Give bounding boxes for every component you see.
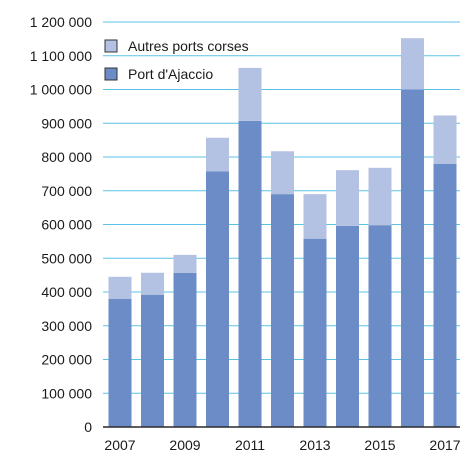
- bar-port-ajaccio-2011: [238, 120, 262, 427]
- bar-autres-ports-2009: [173, 254, 197, 273]
- legend-label: Autres ports corses: [128, 38, 249, 54]
- bar-autres-ports-2007: [108, 276, 132, 299]
- y-tick-label: 1 200 000: [30, 14, 92, 30]
- y-tick-label: 500 000: [41, 250, 92, 266]
- bar-port-ajaccio-2014: [336, 225, 359, 427]
- bar-autres-ports-2010: [206, 137, 229, 172]
- y-tick-label: 200 000: [41, 352, 92, 368]
- bars: [108, 38, 457, 427]
- bar-autres-ports-2015: [368, 167, 392, 226]
- bar-port-ajaccio-2013: [303, 238, 327, 427]
- y-tick-label: 100 000: [41, 385, 92, 401]
- y-axis-tick-labels: 0 100 000 200 000 300 000 400 000 500 000 600 …: [30, 14, 93, 435]
- y-tick-label: 400 000: [41, 284, 92, 300]
- legend-label: Port d'Ajaccio: [128, 66, 213, 82]
- bar-port-ajaccio-2007: [108, 298, 132, 427]
- bar-port-ajaccio-2015: [368, 225, 392, 427]
- x-tick-label: 2017: [429, 437, 460, 453]
- bar-autres-ports-2011: [238, 67, 262, 121]
- y-tick-label: 1 000 000: [30, 82, 92, 98]
- x-tick-label: 2015: [364, 437, 395, 453]
- bar-autres-ports-2017: [433, 115, 457, 164]
- y-tick-label: 1 100 000: [30, 48, 92, 64]
- bar-port-ajaccio-2017: [433, 163, 457, 427]
- y-tick-label: 800 000: [41, 149, 92, 165]
- bar-autres-ports-2016: [401, 38, 424, 90]
- bar-autres-ports-2013: [303, 194, 327, 239]
- y-tick-label: 700 000: [41, 183, 92, 199]
- x-axis-tick-labels: 2007 2009 2011 2013 2015 2017: [104, 437, 460, 453]
- bar-port-ajaccio-2010: [206, 171, 229, 427]
- x-tick-label: 2009: [169, 437, 200, 453]
- bar-autres-ports-2014: [336, 170, 359, 226]
- bar-autres-ports-2008: [141, 272, 164, 295]
- x-tick-label: 2007: [104, 437, 135, 453]
- y-tick-label: 300 000: [41, 318, 92, 334]
- bar-autres-ports-2012: [271, 151, 294, 195]
- y-tick-label: 600 000: [41, 217, 92, 233]
- legend-swatch: [104, 39, 118, 53]
- x-tick-label: 2011: [235, 437, 265, 453]
- y-tick-label: 0: [84, 419, 92, 435]
- bar-port-ajaccio-2012: [271, 194, 294, 427]
- bar-port-ajaccio-2009: [173, 272, 197, 427]
- legend-swatch: [104, 67, 118, 81]
- bar-port-ajaccio-2008: [141, 294, 164, 427]
- y-tick-label: 900 000: [41, 115, 92, 131]
- legend: Autres ports corses Port d'Ajaccio: [104, 38, 249, 82]
- x-tick-label: 2013: [299, 437, 330, 453]
- bar-port-ajaccio-2016: [401, 89, 424, 427]
